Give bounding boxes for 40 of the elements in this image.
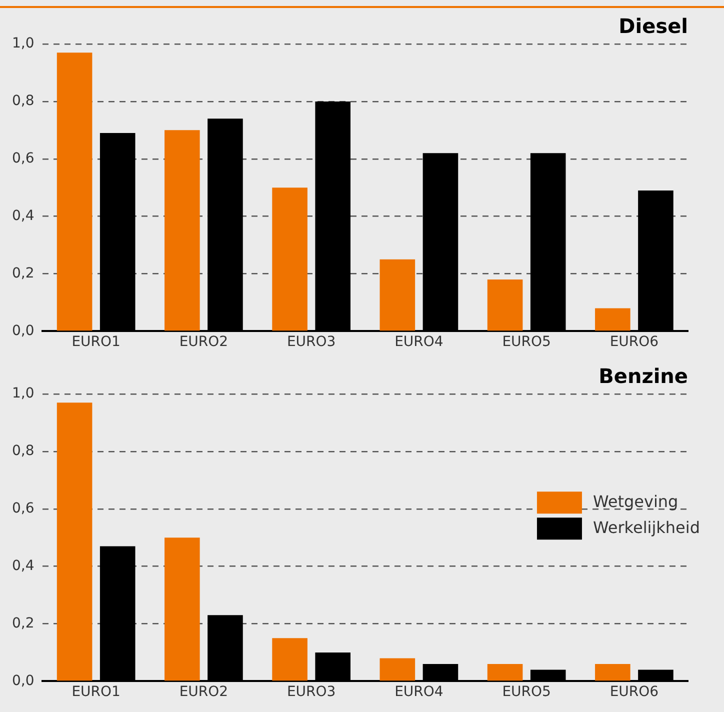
y-tick-label: 1,0	[12, 386, 34, 402]
legend-label: Wetgeving	[592, 492, 678, 511]
x-tick-label: EURO3	[286, 334, 336, 350]
y-tick-label: 0,4	[12, 208, 34, 224]
y-tick-label: 0,6	[12, 500, 34, 517]
legend-label: Werkelijkheid	[592, 518, 700, 537]
chart-title: Benzine	[598, 364, 688, 388]
bar	[56, 402, 92, 681]
x-tick-label: EURO3	[286, 684, 336, 700]
bar	[380, 658, 416, 681]
y-tick-label: 0,0	[12, 672, 34, 689]
y-tick-label: 0,4	[12, 558, 34, 574]
y-tick-label: 0,2	[12, 615, 34, 632]
y-tick-label: 0,2	[12, 265, 34, 282]
y-tick-label: 0,8	[12, 443, 34, 460]
bar	[487, 664, 523, 681]
bar	[595, 664, 630, 681]
y-tick-label: 0,8	[12, 93, 34, 110]
y-tick-label: 0,0	[12, 322, 34, 339]
x-tick-label: EURO1	[72, 684, 120, 700]
bar	[272, 188, 308, 331]
y-tick-label: 1,0	[12, 36, 34, 52]
x-tick-label: EURO2	[179, 684, 228, 700]
x-tick-label: EURO5	[502, 334, 551, 350]
x-tick-label: EURO4	[394, 334, 444, 350]
x-tick-label: EURO2	[179, 334, 228, 350]
bar	[164, 130, 200, 331]
bar	[56, 52, 92, 331]
bar	[164, 538, 200, 681]
bar	[380, 259, 416, 331]
x-tick-label: EURO5	[502, 684, 551, 700]
x-tick-label: EURO4	[394, 684, 444, 700]
bar	[272, 638, 308, 681]
chart-title: Diesel	[618, 14, 688, 38]
bar	[595, 308, 630, 331]
bar	[487, 280, 523, 331]
y-tick-label: 0,6	[12, 150, 34, 167]
x-tick-label: EURO6	[610, 334, 659, 350]
x-tick-label: EURO1	[72, 334, 120, 350]
x-tick-label: EURO6	[610, 684, 659, 700]
